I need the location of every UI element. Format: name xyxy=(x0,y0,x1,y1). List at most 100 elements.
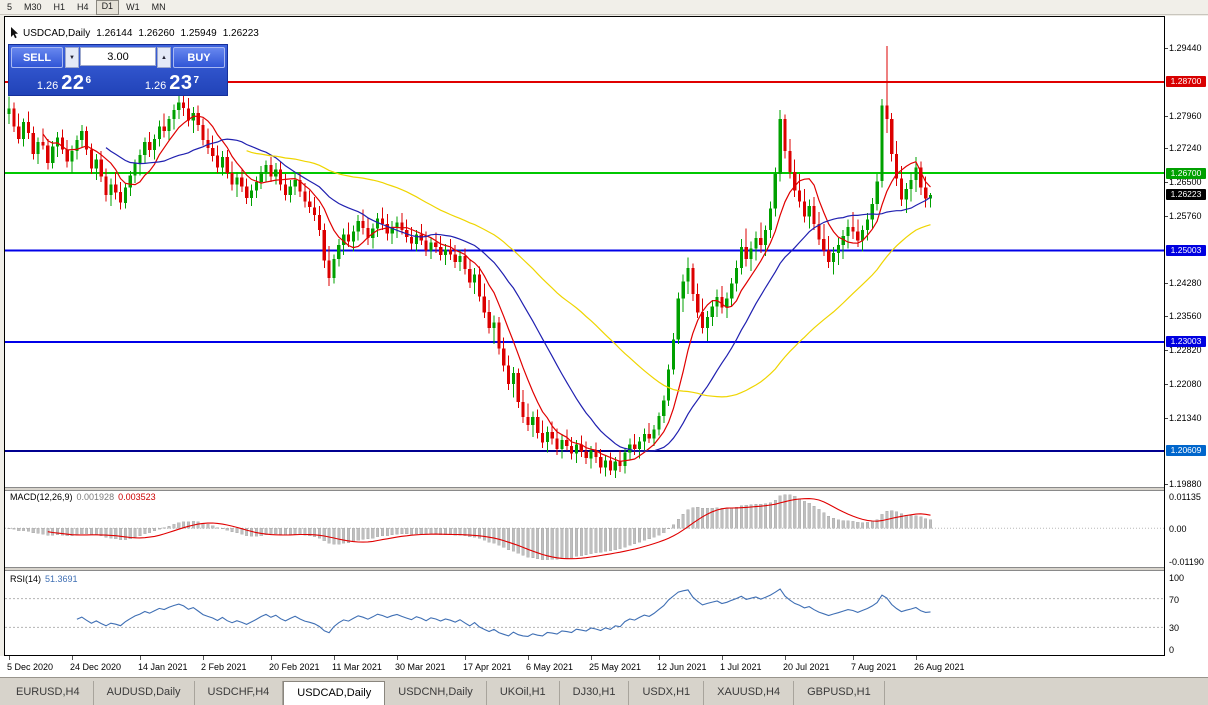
macd-main-value: 0.001928 xyxy=(76,492,115,502)
chart-tab-usdx-h1[interactable]: USDX,H1 xyxy=(629,681,705,705)
chart-tab-gbpusd-h1[interactable]: GBPUSD,H1 xyxy=(794,681,885,705)
buy-price-display[interactable]: 1.26 237 xyxy=(119,71,225,95)
macd-signal-value: 0.003523 xyxy=(118,492,156,502)
sell-price-display[interactable]: 1.26 226 xyxy=(11,71,117,95)
macd-indicator-label: MACD(12,26,9) 0.001928 0.003523 xyxy=(10,492,156,502)
timeframe-button-D1[interactable]: D1 xyxy=(95,0,120,15)
timeframe-button-W1[interactable]: W1 xyxy=(126,1,140,12)
date-axis-label: 20 Jul 2021 xyxy=(783,662,830,672)
buy-button[interactable]: BUY xyxy=(173,47,225,68)
chart-tab-audusd-daily[interactable]: AUDUSD,Daily xyxy=(94,681,195,705)
sell-price-prefix: 1.26 xyxy=(36,80,59,92)
price-axis-label: 1.22820 xyxy=(1169,345,1202,355)
buy-price-big: 23 xyxy=(169,72,193,94)
price-axis-label: 1.23560 xyxy=(1169,311,1202,321)
date-axis-label: 5 Dec 2020 xyxy=(7,662,54,672)
date-axis-label: 24 Dec 2020 xyxy=(70,662,122,672)
price-axis-label: 1.27240 xyxy=(1169,143,1202,153)
sell-price-big: 22 xyxy=(61,72,85,94)
ma-line-8[interactable] xyxy=(42,115,931,463)
rsi-scale-label: 70 xyxy=(1169,595,1180,605)
timeframe-button-H4[interactable]: H4 xyxy=(77,1,89,12)
timeframe-button-5[interactable]: 5 xyxy=(7,1,13,12)
date-axis-label: 20 Feb 2021 xyxy=(269,662,320,672)
chart-tab-ukoil-h1[interactable]: UKOil,H1 xyxy=(487,681,560,705)
timeframe-button-H1[interactable]: H1 xyxy=(53,1,66,12)
ohlc-low: 1.25949 xyxy=(180,27,217,39)
macd-panel-canvas[interactable] xyxy=(5,491,1164,567)
price-level-badge: 1.25003 xyxy=(1166,245,1206,256)
price-axis-label: 1.21340 xyxy=(1169,413,1202,423)
chart-tab-usdcnh-daily[interactable]: USDCNH,Daily xyxy=(385,681,487,705)
date-axis-label: 2 Feb 2021 xyxy=(201,662,247,672)
date-axis-label: 14 Jan 2021 xyxy=(138,662,188,672)
price-axis-label: 1.19880 xyxy=(1169,479,1202,489)
price-axis-label: 1.22080 xyxy=(1169,379,1202,389)
macd-histogram xyxy=(7,494,933,560)
rsi-name: RSI(14) xyxy=(10,574,42,584)
rsi-line xyxy=(76,588,931,637)
rsi-scale-label: 0 xyxy=(1169,645,1175,655)
price-axis-label: 1.27960 xyxy=(1169,111,1202,121)
price-level-badge: 1.28700 xyxy=(1166,76,1206,87)
chart-tabs-bar: EURUSD,H4 AUDUSD,Daily USDCHF,H4 USDCAD,Dai… xyxy=(0,677,1208,705)
date-axis-label: 12 Jun 2021 xyxy=(657,662,707,672)
chart-tab-usdcad-daily[interactable]: USDCAD,Daily xyxy=(283,681,386,705)
price-axis[interactable]: 1.29440 1.27960 1.27240 1.26500 1.25760 1.242… xyxy=(1165,16,1208,656)
lot-decrease-button[interactable]: ▼ xyxy=(65,47,79,68)
chart-tab-dj30-h1[interactable]: DJ30,H1 xyxy=(560,681,630,705)
rsi-panel-canvas[interactable] xyxy=(5,571,1164,655)
chart-tab-eurusd-h4[interactable]: EURUSD,H4 xyxy=(3,681,94,705)
rsi-scale-label: 30 xyxy=(1169,623,1180,633)
macd-scale-label: 0.01135 xyxy=(1169,492,1201,502)
date-axis-label: 26 Aug 2021 xyxy=(914,662,965,672)
date-axis-label: 7 Aug 2021 xyxy=(851,662,897,672)
timeframe-toolbar: 5 M30 H1 H4 D1 W1 MN xyxy=(0,0,1208,15)
ohlc-close: 1.26223 xyxy=(222,27,259,39)
sell-price-sup: 6 xyxy=(85,75,92,86)
ma-line-21[interactable] xyxy=(105,138,931,452)
ohlc-open: 1.26144 xyxy=(96,27,133,39)
chart-tab-usdchf-h4[interactable]: USDCHF,H4 xyxy=(195,681,284,705)
lot-size-spinner: ▼ ▲ xyxy=(65,47,171,69)
chart-window xyxy=(4,16,1165,656)
timeframe-button-M30[interactable]: M30 xyxy=(24,1,42,12)
buy-price-sup: 7 xyxy=(193,75,200,86)
macd-scale-label: 0.00 xyxy=(1169,524,1187,534)
rsi-indicator-label: RSI(14) 51.3691 xyxy=(10,574,78,584)
price-level-badge: 1.26223 xyxy=(1166,189,1206,200)
chart-tab-xauusd-h4[interactable]: XAUUSD,H4 xyxy=(704,681,795,705)
ma-line-50[interactable] xyxy=(246,150,931,398)
chart-title: USDCAD,Daily 1.26144 1.26260 1.25949 1.2… xyxy=(10,27,259,39)
lot-increase-button[interactable]: ▲ xyxy=(157,47,171,68)
date-axis-label: 6 May 2021 xyxy=(526,662,574,672)
macd-signal-line xyxy=(47,498,931,560)
buy-price-prefix: 1.26 xyxy=(144,80,167,92)
lot-size-input[interactable] xyxy=(80,47,156,66)
date-axis-label: 1 Jul 2021 xyxy=(720,662,762,672)
ohlc-high: 1.26260 xyxy=(138,27,175,39)
price-level-badge: 1.26700 xyxy=(1166,168,1206,179)
date-axis-label: 11 Mar 2021 xyxy=(332,662,382,672)
price-chart-canvas[interactable] xyxy=(5,17,1164,487)
panel-divider[interactable] xyxy=(5,487,1164,491)
price-level-badge: 1.20609 xyxy=(1166,445,1206,456)
price-axis-label: 1.25760 xyxy=(1169,211,1202,221)
cursor-arrow-icon xyxy=(11,27,18,39)
horizontal-level-lines xyxy=(5,80,1164,452)
date-axis-label: 25 May 2021 xyxy=(589,662,642,672)
timeframe-button-MN[interactable]: MN xyxy=(151,1,166,12)
date-axis-label: 17 Apr 2021 xyxy=(463,662,512,672)
price-axis-label: 1.26500 xyxy=(1169,177,1202,187)
sell-button[interactable]: SELL xyxy=(11,47,63,68)
panel-divider[interactable] xyxy=(5,567,1164,571)
date-axis[interactable]: 5 Dec 2020 24 Dec 2020 14 Jan 2021 2 Feb 20… xyxy=(0,656,1208,677)
rsi-scale-label: 100 xyxy=(1169,573,1185,583)
macd-scale-label: -0.01190 xyxy=(1169,557,1204,567)
price-axis-label: 1.29440 xyxy=(1169,43,1202,53)
chart-symbol-label: USDCAD,Daily xyxy=(23,27,91,39)
macd-name: MACD(12,26,9) xyxy=(10,492,73,502)
date-axis-label: 30 Mar 2021 xyxy=(395,662,446,672)
